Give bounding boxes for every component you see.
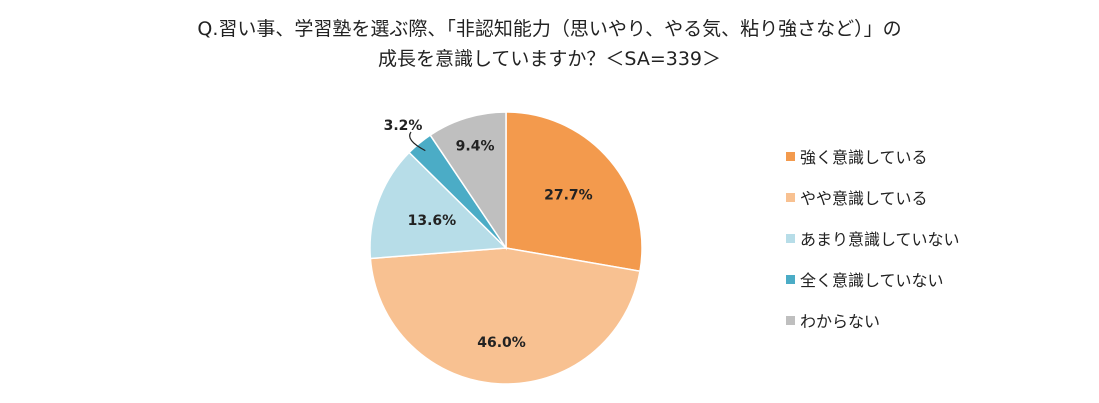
- data-label-dont-know: 9.4%: [456, 139, 495, 155]
- legend-label-not-much: あまり意識していない: [800, 230, 960, 249]
- pie-slice-not-much: [369, 151, 508, 260]
- data-label-strong: 27.7%: [544, 187, 593, 203]
- data-label-somewhat: 46.0%: [477, 335, 526, 351]
- legend-swatch-not-at-all: [786, 274, 795, 284]
- legend-swatch-not-much: [786, 233, 795, 243]
- legend-label-not-at-all: 全く意識していない: [800, 271, 944, 290]
- chart-title-line-1: Q.習い事、学習塾を選ぶ際、「非認知能力（思いやり、やる気、粘り強さなど）」の: [197, 18, 902, 40]
- pie-slice-somewhat: [369, 247, 641, 385]
- legend-item-strong: 強く意識している: [786, 146, 960, 167]
- chart-title-line-2: 成長を意識していますか？＜SA=339＞: [377, 48, 722, 70]
- legend-item-dont-know: わからない: [786, 310, 960, 331]
- legend-swatch-dont-know: [786, 315, 795, 325]
- legend-swatch-strong: [786, 151, 795, 161]
- data-label-leader-not-at-all: [409, 131, 426, 152]
- legend-item-not-at-all: 全く意識していない: [786, 269, 960, 290]
- data-label-not-much: 13.6%: [408, 213, 457, 229]
- legend-label-strong: 強く意識している: [800, 148, 928, 167]
- legend-swatch-somewhat: [786, 192, 795, 202]
- legend-item-not-much: あまり意識していない: [786, 228, 960, 249]
- chart-legend: 強く意識している やや意識しているあまり意識していない 全く意識していない わからない: [786, 146, 960, 351]
- legend-label-somewhat: やや意識している: [800, 189, 928, 208]
- pie-slice-dont-know: [429, 111, 507, 251]
- chart-title: Q.習い事、学習塾を選ぶ際、「非認知能力（思いやり、やる気、粘り強さなど）」の …: [0, 14, 1099, 74]
- legend-label-dont-know: わからない: [800, 312, 881, 331]
- pie-slice-strong: [505, 111, 643, 273]
- legend-item-somewhat: やや意識している: [786, 187, 960, 208]
- data-label-not-at-all: 3.2%: [384, 118, 423, 134]
